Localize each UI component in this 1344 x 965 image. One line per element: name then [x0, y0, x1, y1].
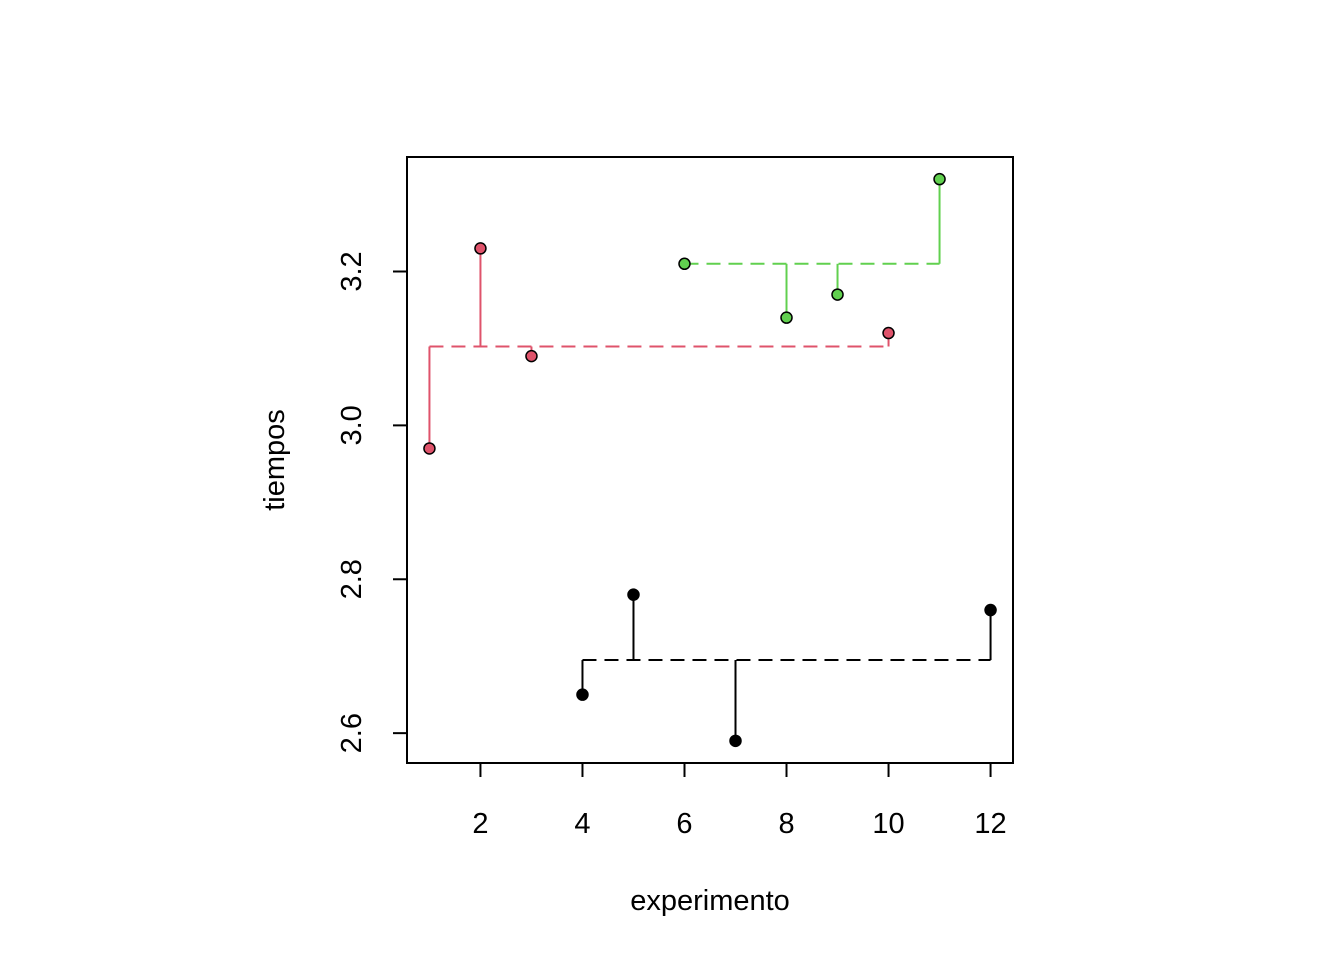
y-tick-label: 3.0: [336, 405, 368, 445]
x-tick-label: 6: [676, 808, 692, 840]
data-point: [576, 688, 589, 701]
data-point: [780, 311, 793, 324]
data-point: [882, 326, 895, 340]
data-point: [678, 257, 691, 271]
y-tick-label: 2.6: [336, 713, 368, 753]
data-point: [627, 588, 640, 601]
y-tick-label: 2.8: [336, 559, 368, 599]
data-point: [984, 603, 997, 617]
x-axis-title: experimento: [630, 885, 790, 917]
group-lines: [428, 179, 992, 741]
axes: 2 4 6 8 10 12 2.6 2.8 3.0 3.2: [336, 251, 1007, 840]
data-point: [729, 734, 742, 748]
x-tick-label: 2: [472, 808, 488, 840]
y-axis-title: tiempos: [259, 409, 291, 511]
y-tick-label: 3.2: [336, 251, 368, 291]
x-tick-label: 10: [872, 808, 904, 840]
data-point: [525, 349, 538, 363]
y-axis: 2.6 2.8 3.0 3.2: [336, 251, 407, 753]
plot-frame: [406, 156, 1014, 764]
x-tick-label: 12: [974, 808, 1006, 840]
data-point: [474, 242, 487, 255]
x-tick-label: 8: [778, 808, 794, 840]
data-point: [423, 442, 436, 455]
data-point: [933, 172, 946, 186]
x-axis: 2 4 6 8 10 12: [472, 763, 1007, 840]
data-point: [831, 288, 844, 301]
data-points: [423, 172, 997, 748]
x-tick-label: 4: [574, 808, 590, 840]
